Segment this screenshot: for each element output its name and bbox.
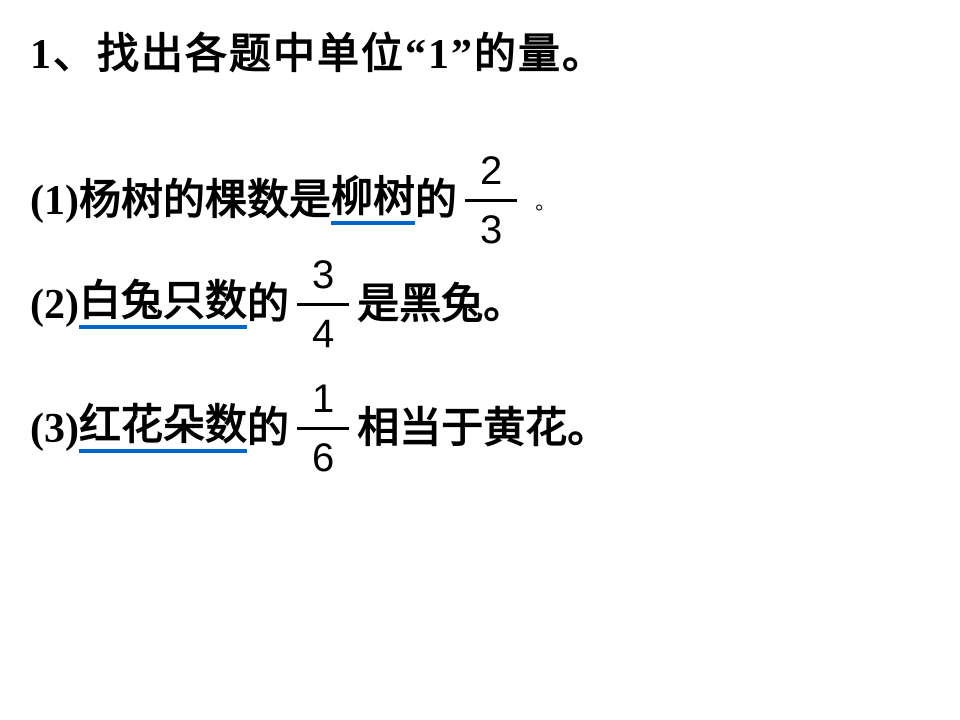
- item-1-period: 。: [535, 186, 555, 215]
- item-3-after: 的: [247, 408, 289, 450]
- document-container: 1、找出各题中单位“1”的量。 (1)杨树的棵数是柳树的 2 3 。 (2)白兔…: [0, 0, 960, 508]
- item-3-suffix: 相当于黄花。: [357, 408, 609, 450]
- item-2-suffix: 是黑兔。: [357, 284, 525, 326]
- title-text2: 的量。: [474, 32, 606, 78]
- item-3-denominator: 6: [297, 430, 349, 478]
- title-one: 1: [428, 32, 451, 78]
- quote-open: “: [405, 32, 428, 78]
- item-3: (3)红花朵数的 1 6 相当于黄花。: [30, 379, 930, 478]
- item-2-underlined: 白兔只数: [79, 281, 247, 329]
- item-1-fraction: 2 3: [465, 151, 517, 250]
- item-1-before: 杨树的棵数是: [79, 180, 331, 222]
- item-2-denominator: 4: [297, 306, 349, 354]
- item-2-after: 的: [247, 284, 289, 326]
- item-1-underlined: 柳树: [331, 177, 415, 225]
- item-1-denominator: 3: [465, 202, 517, 250]
- title: 1、找出各题中单位“1”的量。: [30, 20, 930, 81]
- item-3-numerator: 1: [297, 379, 349, 427]
- item-2-label: (2): [30, 284, 79, 326]
- item-2-numerator: 3: [297, 255, 349, 303]
- item-1-label: (1): [30, 180, 79, 222]
- item-3-fraction: 1 6: [297, 379, 349, 478]
- item-2-fraction: 3 4: [297, 255, 349, 354]
- item-2: (2)白兔只数的 3 4 是黑兔。: [30, 255, 930, 354]
- item-3-underlined: 红花朵数: [79, 405, 247, 453]
- title-prefix: 1: [30, 32, 53, 78]
- title-text1: 、找出各题中单位: [53, 32, 405, 78]
- quote-close: ”: [451, 32, 474, 78]
- item-1-numerator: 2: [465, 151, 517, 199]
- item-1: (1)杨树的棵数是柳树的 2 3 。: [30, 151, 930, 250]
- item-1-after: 的: [415, 180, 457, 222]
- item-3-label: (3): [30, 408, 79, 450]
